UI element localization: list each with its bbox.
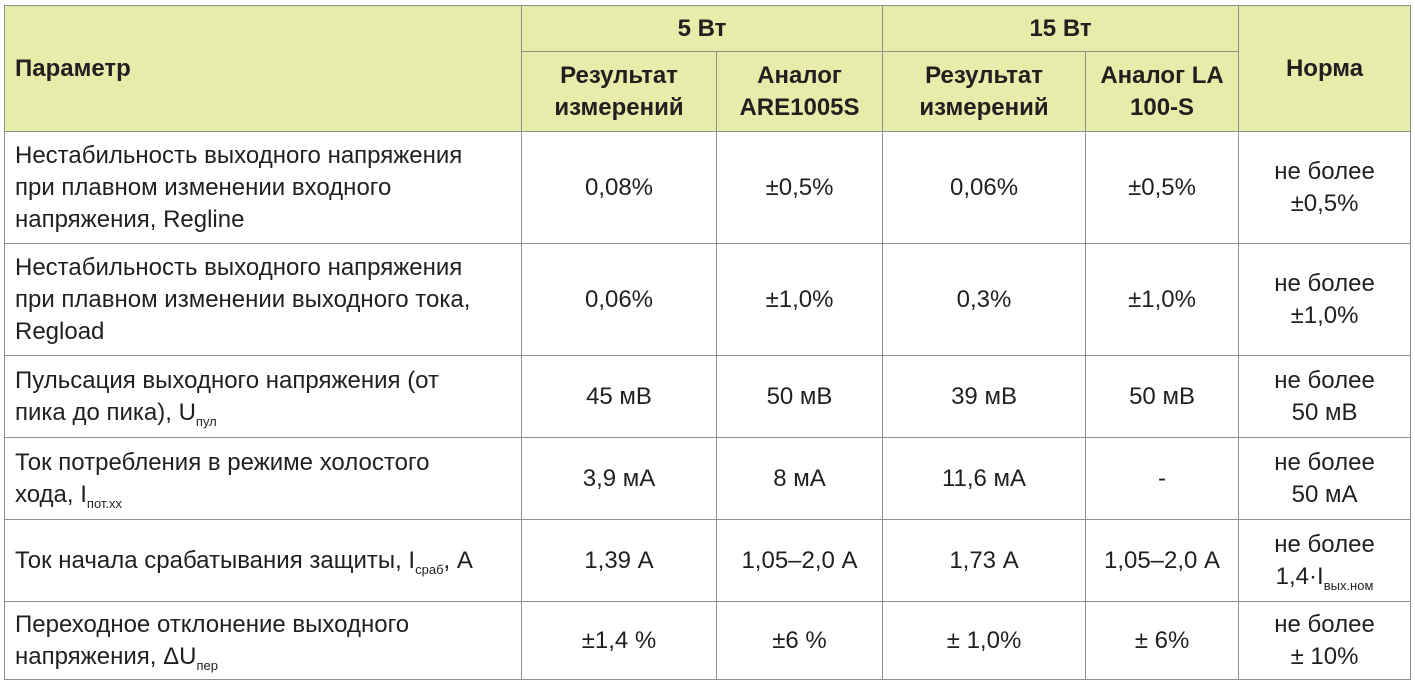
table-row: Ток начала срабатывания защиты, Iсраб, А… <box>4 519 1412 602</box>
header-group-5w: 5 Вт <box>520 5 884 52</box>
norm-cell: не более ±1,0% <box>1238 243 1412 356</box>
param-cell: Переходное отклонение выходного напряжени… <box>4 601 522 680</box>
result-15w-cell: 0,06% <box>882 131 1087 244</box>
header-result-15w: Результат измерений <box>882 51 1087 132</box>
header-norm: Норма <box>1238 5 1412 132</box>
result-15w-cell: 11,6 мА <box>882 437 1087 520</box>
result-5w-cell: ±1,4 % <box>521 601 717 680</box>
result-15w-cell: 1,73 А <box>882 519 1087 602</box>
analog-15w-cell: 1,05–2,0 А <box>1085 519 1240 602</box>
param-cell: Нестабильность выходного напряжения при п… <box>4 131 522 244</box>
analog-5w-cell: ±6 % <box>715 601 884 680</box>
norm-cell: не более ± 10% <box>1238 601 1412 680</box>
table-row: Нестабильность выходного напряжения при п… <box>4 131 1412 244</box>
result-5w-cell: 3,9 мА <box>521 437 717 520</box>
result-15w-cell: 39 мВ <box>882 355 1087 438</box>
result-5w-cell: 0,06% <box>521 243 717 356</box>
norm-cell: не более 50 мВ <box>1238 355 1412 438</box>
result-5w-cell: 1,39 А <box>521 519 717 602</box>
result-5w-cell: 45 мВ <box>521 355 717 438</box>
analog-5w-cell: 8 мА <box>715 437 884 520</box>
analog-5w-cell: 1,05–2,0 А <box>715 519 884 602</box>
param-cell: Нестабильность выходного напряжения при п… <box>4 243 522 356</box>
table-row: Нестабильность выходного напряжения при п… <box>4 243 1412 356</box>
header-analog-15w: Аналог LA 100-S <box>1085 51 1240 132</box>
norm-cell: не более ±0,5% <box>1238 131 1412 244</box>
analog-5w-cell: ±0,5% <box>715 131 884 244</box>
spec-table: Параметр 5 Вт 15 Вт Норма Результат измер… <box>4 5 1412 680</box>
analog-15w-cell: 50 мВ <box>1085 355 1240 438</box>
param-cell: Ток потребления в режиме холостого хода, … <box>4 437 522 520</box>
table-row: Пульсация выходного напряжения (от пика д… <box>4 355 1412 438</box>
analog-15w-cell: ±1,0% <box>1085 243 1240 356</box>
norm-cell: не более 50 мА <box>1238 437 1412 520</box>
param-cell: Пульсация выходного напряжения (от пика д… <box>4 355 522 438</box>
result-15w-cell: 0,3% <box>882 243 1087 356</box>
param-cell: Ток начала срабатывания защиты, Iсраб, А <box>4 519 522 602</box>
analog-15w-cell: - <box>1085 437 1240 520</box>
analog-5w-cell: 50 мВ <box>715 355 884 438</box>
table-row: Переходное отклонение выходного напряжени… <box>4 601 1412 680</box>
result-15w-cell: ± 1,0% <box>882 601 1087 680</box>
header-parameter: Параметр <box>4 5 522 132</box>
analog-15w-cell: ±0,5% <box>1085 131 1240 244</box>
result-5w-cell: 0,08% <box>521 131 717 244</box>
header-result-5w: Результат измерений <box>521 51 717 132</box>
norm-cell: не более 1,4·Iвых.ном <box>1238 519 1412 602</box>
analog-5w-cell: ±1,0% <box>715 243 884 356</box>
table-row: Ток потребления в режиме холостого хода, … <box>4 437 1412 520</box>
analog-15w-cell: ± 6% <box>1085 601 1240 680</box>
header-analog-5w: Аналог ARE1005S <box>715 51 884 132</box>
header-group-15w: 15 Вт <box>882 5 1240 52</box>
